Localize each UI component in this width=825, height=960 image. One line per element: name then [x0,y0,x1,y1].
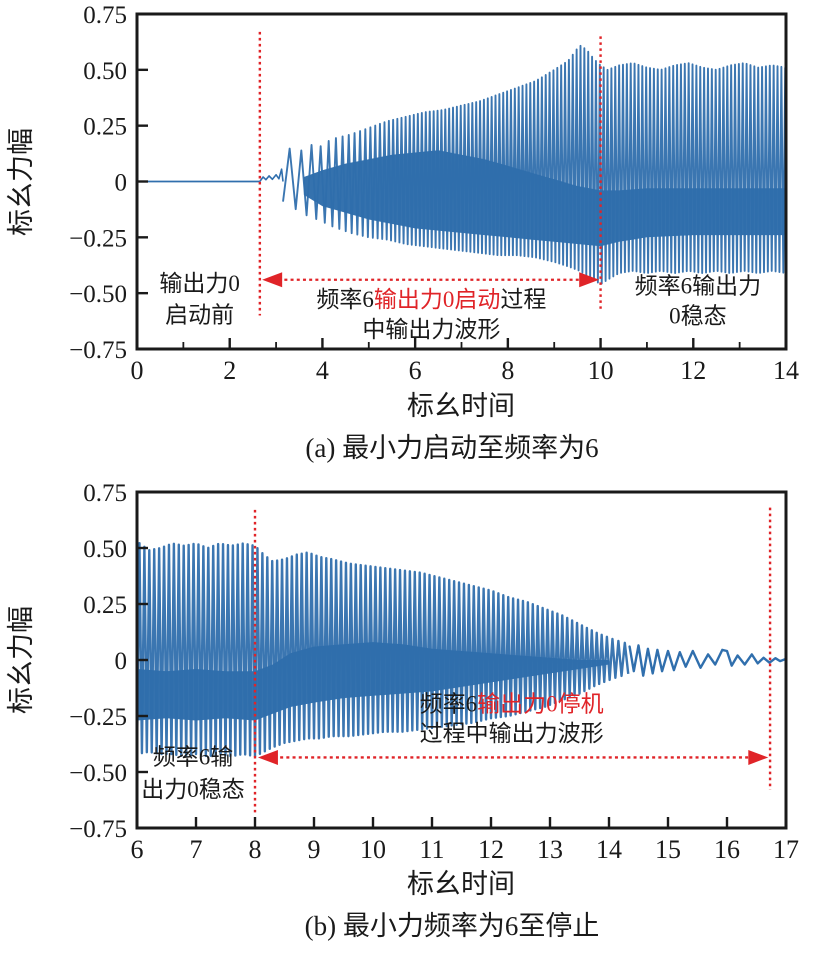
chart-b-xlabel: 标幺时间 [407,869,515,899]
annotation-2-line-2: 中输出力波形 [362,317,500,342]
arrowhead-left-icon [257,749,278,765]
waveform-oscillation [135,541,630,758]
y-tick-label: 0 [115,170,128,197]
x-tick-label: 9 [308,835,321,864]
annotation-1-line-2: 出力0稳态 [141,777,245,802]
chart-a-ylabel: 标幺力幅 [6,128,36,236]
x-tick-label: 11 [419,835,444,864]
y-tick-label: 0.75 [83,2,127,29]
annotation-2-line-2: 过程中输出力波形 [420,721,604,746]
waveform-dense-band [303,150,786,247]
chart-b-caption: (b) 最小力频率为6至停止 [305,911,600,941]
x-tick-label: 2 [223,356,236,385]
annotation-3-line-2: 0稳态 [669,304,727,329]
startup-wiggle [259,168,284,182]
waveform-oscillation [282,44,787,285]
y-tick-label: 0.50 [83,58,127,85]
x-tick-label: 6 [131,835,144,864]
x-tick-label: 0 [131,356,144,385]
y-tick-label: 0 [115,648,128,675]
annotation-1-line-1: 频率6输 [153,744,234,769]
chart-a-xlabel: 标幺时间 [407,391,515,421]
annotation-3-line-1: 频率6输出力 [635,273,762,298]
y-tick-label: 0.25 [83,592,127,619]
x-tick-label: 12 [680,356,706,385]
y-tick-label: −0.75 [69,816,127,843]
x-tick-label: 4 [316,356,329,385]
y-tick-label: 0.75 [83,480,127,507]
arrowhead-right-icon [579,272,600,288]
y-tick-label: −0.25 [69,704,127,731]
annotation-1-line-1: 输出力0 [159,271,240,296]
x-tick-label: 8 [501,356,514,385]
arrowhead-left-icon [262,272,283,288]
x-tick-label: 12 [478,835,504,864]
arrowhead-right-icon [748,749,769,765]
chart-a-caption: (a) 最小力启动至频率为6 [305,433,598,463]
annotation-2-line-1: 频率6输出力0停机 [420,692,604,717]
y-tick-label: −0.25 [69,225,127,252]
waveform-dense-band [137,642,609,721]
y-tick-label: −0.50 [69,760,127,787]
y-tick-label: 0.50 [83,536,127,563]
x-tick-label: 7 [190,835,203,864]
y-tick-label: −0.75 [69,337,127,364]
x-tick-label: 14 [773,356,799,385]
x-tick-label: 13 [537,835,563,864]
x-tick-label: 15 [655,835,681,864]
chart-b-ylabel: 标幺力幅 [6,606,36,714]
x-tick-label: 10 [588,356,614,385]
x-tick-label: 6 [409,356,422,385]
y-tick-label: 0.25 [83,114,127,141]
x-tick-label: 14 [596,835,622,864]
x-tick-label: 17 [773,835,799,864]
x-tick-label: 8 [249,835,262,864]
y-tick-label: −0.50 [69,281,127,308]
annotation-2-line-1: 频率6输出力0启动过程 [316,287,546,312]
waveform-tail [628,644,788,677]
x-tick-label: 10 [360,835,386,864]
annotation-1-line-2: 启动前 [165,302,234,327]
x-tick-label: 16 [714,835,740,864]
